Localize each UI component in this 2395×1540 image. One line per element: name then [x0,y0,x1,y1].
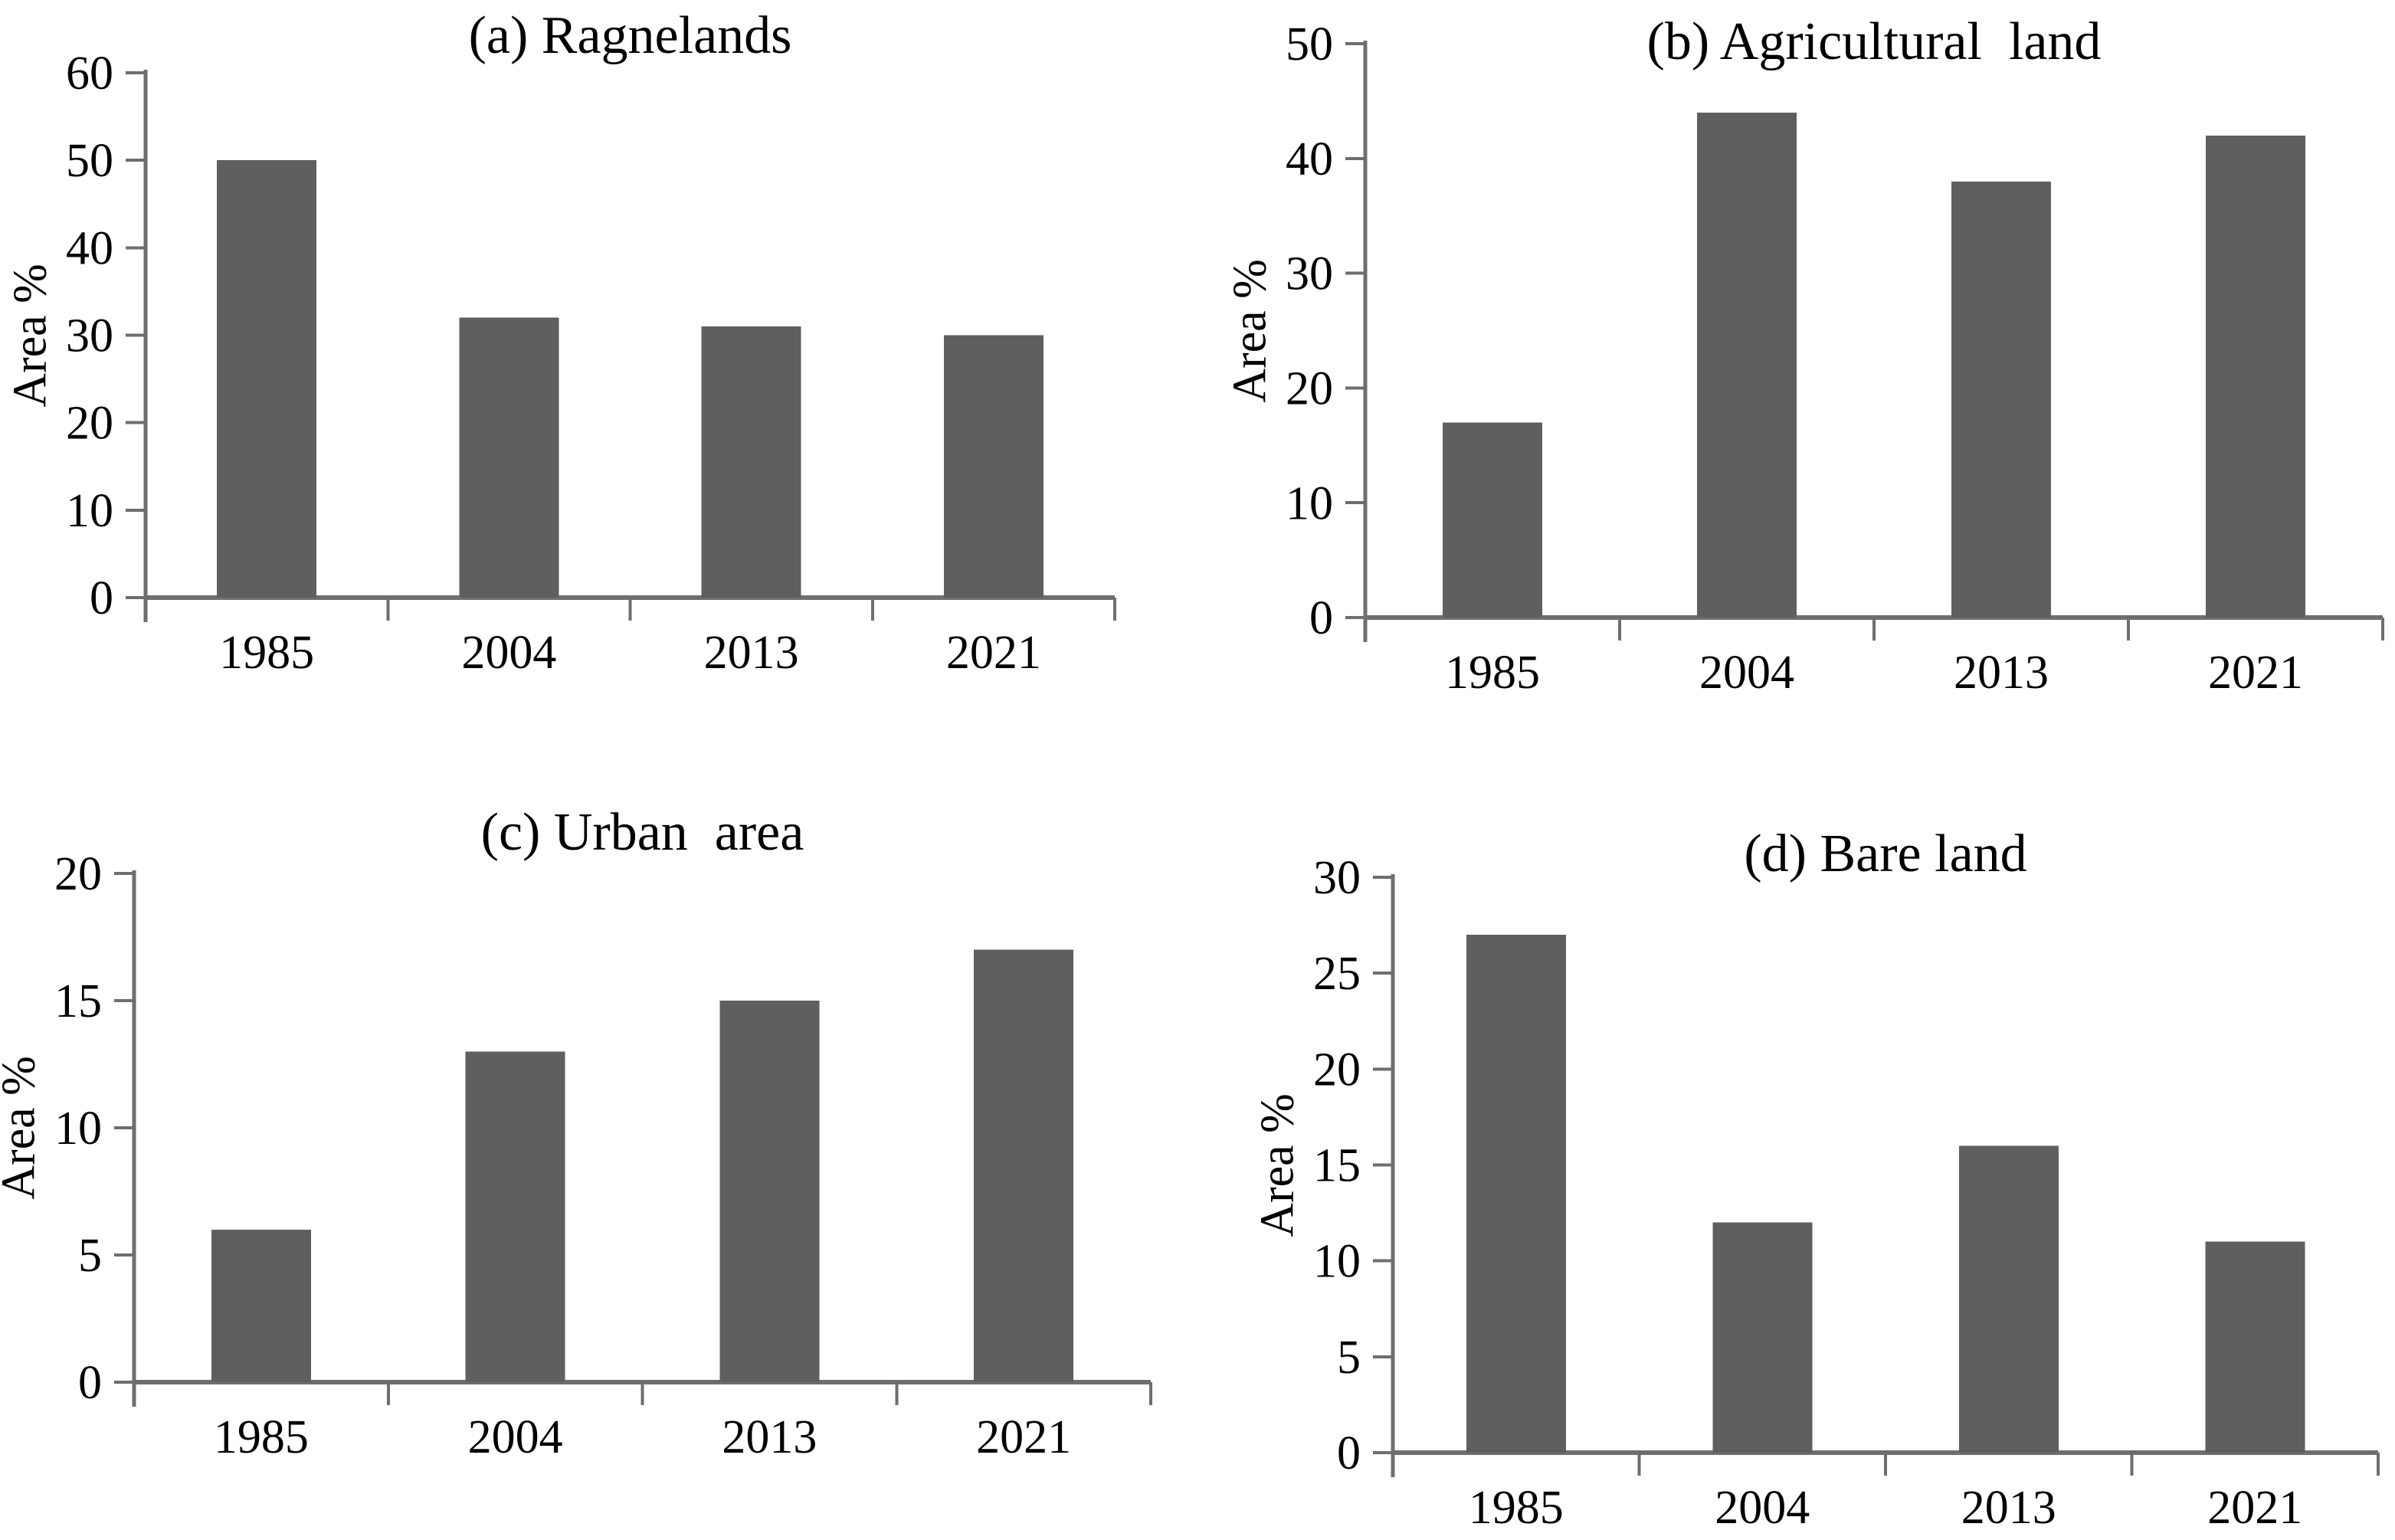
x-tick-label: 2021 [2207,1482,2302,1534]
x-tick-label: 2021 [2208,647,2303,699]
x-tick-label: 2013 [1954,647,2049,699]
y-tick-label: 25 [1313,948,1361,1000]
bar-b-2013 [1951,181,2051,618]
bar-b-2004 [1697,112,1797,618]
y-tick-label: 30 [1286,248,1333,300]
y-tick-label: 20 [54,848,102,900]
y-tick-label: 20 [66,398,113,450]
y-tick-label: 40 [66,222,113,274]
chart-d-title: (d) Bare land [1744,824,2027,883]
y-tick-label: 30 [1313,852,1361,904]
bar-c-2021 [974,949,1074,1382]
y-tick-label: 10 [1286,477,1333,529]
x-tick-label: 1985 [1445,647,1540,699]
chart-c-ylabel: Area % [0,1056,45,1200]
y-tick-label: 0 [1337,1427,1361,1479]
bar-d-2021 [2205,1241,2305,1453]
bar-d-1985 [1466,935,1566,1453]
bar-d-2013 [1958,1145,2059,1453]
panel-c: 0 5 10 15 20 1985 2004 2013 2021 [54,848,1152,1463]
y-tick-label: 60 [66,48,113,100]
chart-c-title: (c) Urban area [480,803,804,862]
bar-b-1985 [1443,422,1542,618]
y-tick-label: 10 [1313,1236,1361,1288]
bar-c-2004 [465,1051,565,1382]
y-tick-label: 0 [78,1357,102,1409]
y-tick-label: 20 [1313,1044,1361,1096]
y-tick-label: 10 [54,1103,102,1155]
x-tick-label: 2004 [1699,647,1794,699]
panel-a: 0 10 20 30 40 50 60 1985 2004 2013 2021 [66,48,1116,679]
y-tick-label: 50 [66,135,113,187]
x-tick-label: 2013 [722,1411,817,1463]
x-tick-label: 2021 [946,627,1041,679]
bar-c-2013 [719,1001,820,1382]
bar-a-2013 [701,326,801,598]
bar-a-2004 [459,317,559,598]
y-tick-label: 0 [1309,592,1333,644]
y-tick-label: 15 [1313,1140,1361,1192]
x-tick-label: 2013 [704,627,799,679]
bar-b-2021 [2206,135,2305,618]
chart-a-ylabel: Area % [4,263,57,408]
x-tick-label: 2004 [461,627,556,679]
y-tick-label: 5 [78,1230,102,1282]
x-tick-label: 1985 [1469,1482,1564,1534]
x-tick-label: 1985 [219,627,314,679]
y-tick-label: 40 [1286,133,1333,185]
x-tick-label: 2004 [1715,1482,1810,1534]
chart-a-title: (a) Ragnelands [468,6,792,65]
x-tick-label: 2021 [976,1411,1071,1463]
chart-b-ylabel: Area % [1224,258,1276,403]
x-tick-label: 2013 [1961,1482,2056,1534]
y-tick-label: 10 [66,485,113,537]
bar-a-1985 [217,160,317,598]
y-tick-label: 30 [66,310,113,362]
chart-d-ylabel: Area % [1251,1093,1304,1237]
y-tick-label: 0 [90,572,113,624]
x-tick-label: 1985 [214,1411,309,1463]
chart-b-title: (b) Agricultural land [1646,12,2102,71]
y-tick-label: 15 [54,975,102,1027]
bar-a-2021 [943,335,1044,598]
panel-b: 0 10 20 30 40 50 1985 2004 2013 2021 [1286,18,2384,699]
panel-d: 0 5 10 15 20 25 30 1985 2004 2013 2021 [1313,852,2380,1534]
bar-c-1985 [211,1229,311,1382]
bar-d-2004 [1712,1222,1813,1453]
x-tick-label: 2004 [468,1411,563,1463]
y-tick-label: 5 [1337,1332,1361,1384]
y-tick-label: 20 [1286,362,1333,414]
y-tick-label: 50 [1286,18,1333,70]
